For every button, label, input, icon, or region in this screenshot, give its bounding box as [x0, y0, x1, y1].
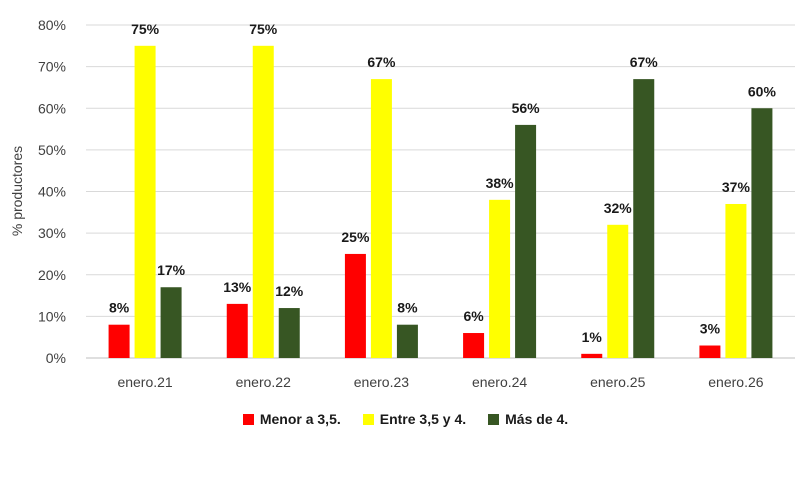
data-label: 8%	[397, 300, 418, 316]
data-label: 17%	[157, 262, 186, 278]
x-tick-label: enero.26	[708, 374, 763, 390]
data-label: 32%	[604, 200, 633, 216]
legend-swatch	[488, 413, 500, 425]
legend-label: Más de 4.	[505, 411, 569, 427]
data-label: 38%	[486, 175, 515, 191]
data-label: 13%	[223, 279, 252, 295]
bar	[252, 45, 274, 358]
x-axis-ticks: enero.21 enero.22 enero.23 enero.24 enero.25…	[117, 374, 763, 390]
y-tick-label: 70%	[38, 59, 66, 75]
legend-item: Menor a 3,5.	[242, 411, 341, 427]
bar	[134, 45, 156, 358]
data-label: 75%	[131, 21, 160, 37]
data-label: 3%	[700, 321, 721, 337]
y-axis-ticks: 0% 10% 20% 30% 40% 50% 60% 70% 80%	[38, 17, 66, 366]
legend-label: Entre 3,5 y 4.	[379, 411, 467, 427]
data-labels: 8% 75% 17% 13% 75% 12% 25% 67% 8% 6% 38% 56% 1% 32% 67…	[109, 21, 777, 345]
y-tick-label: 20%	[38, 267, 66, 283]
bar	[725, 203, 747, 358]
bar	[699, 345, 721, 358]
x-tick-label: enero.25	[590, 374, 645, 390]
bar	[751, 108, 773, 358]
x-tick-label: enero.24	[472, 374, 527, 390]
data-label: 1%	[582, 329, 603, 345]
data-label: 12%	[275, 283, 304, 299]
legend-swatch	[362, 413, 374, 425]
bar	[581, 353, 603, 358]
data-label: 75%	[249, 21, 278, 37]
y-tick-label: 10%	[38, 308, 66, 324]
y-tick-label: 80%	[38, 17, 66, 33]
gridlines	[86, 24, 795, 359]
data-label: 25%	[341, 229, 370, 245]
y-tick-label: 0%	[46, 350, 66, 366]
y-axis-title: % productores	[9, 146, 25, 236]
bar	[344, 253, 366, 358]
bar	[160, 287, 182, 358]
legend-item: Entre 3,5 y 4.	[362, 411, 467, 427]
bar	[396, 324, 418, 358]
bar	[633, 79, 655, 359]
bar	[489, 199, 511, 358]
bar	[515, 124, 537, 359]
data-label: 67%	[367, 54, 396, 70]
bar	[607, 224, 629, 358]
y-tick-label: 40%	[38, 184, 66, 200]
data-label: 6%	[463, 308, 484, 324]
data-label: 8%	[109, 300, 130, 316]
data-label: 60%	[748, 83, 777, 99]
data-label: 37%	[722, 179, 751, 195]
data-label: 56%	[512, 100, 541, 116]
x-tick-label: enero.23	[354, 374, 409, 390]
bar	[226, 303, 248, 358]
bar	[463, 333, 485, 358]
data-label: 67%	[630, 54, 659, 70]
bar	[108, 324, 130, 358]
legend-label: Menor a 3,5.	[259, 411, 341, 427]
legend-swatch	[242, 413, 254, 425]
y-tick-label: 60%	[38, 100, 66, 116]
y-tick-label: 50%	[38, 142, 66, 158]
legend-item: Más de 4.	[488, 411, 568, 427]
bars	[108, 45, 773, 359]
y-tick-label: 30%	[38, 225, 66, 241]
x-tick-label: enero.22	[236, 374, 291, 390]
bar	[278, 308, 300, 358]
legend: Menor a 3,5. Entre 3,5 y 4. Más de 4.	[0, 411, 811, 427]
x-tick-label: enero.21	[117, 374, 172, 390]
bar	[370, 79, 392, 359]
